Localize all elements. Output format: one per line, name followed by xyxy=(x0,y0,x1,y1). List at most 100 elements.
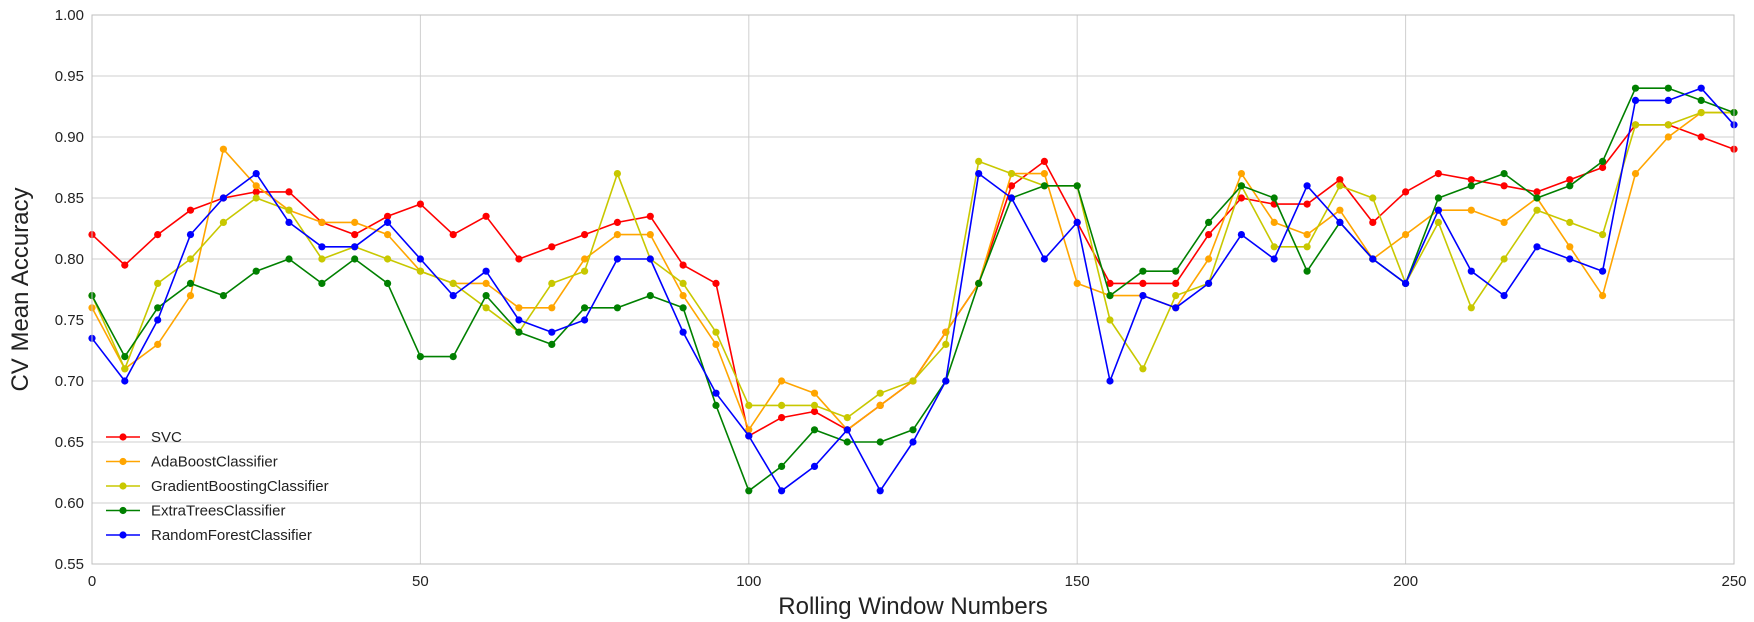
data-point xyxy=(876,487,884,495)
data-point xyxy=(1664,96,1672,104)
data-point xyxy=(1664,121,1672,129)
data-point xyxy=(252,267,260,275)
y-tick-label: 0.90 xyxy=(55,129,84,146)
x-tick-label: 150 xyxy=(1065,573,1090,590)
data-point xyxy=(1073,218,1081,226)
y-tick-label: 0.75 xyxy=(55,312,84,329)
data-point xyxy=(810,462,819,470)
data-point xyxy=(1467,206,1475,214)
x-tick-label: 100 xyxy=(736,573,761,590)
data-point xyxy=(1106,279,1114,287)
data-point xyxy=(1631,121,1640,129)
legend-entry: AdaBoostClassifier xyxy=(106,454,278,471)
data-point xyxy=(1697,84,1705,92)
data-point xyxy=(285,255,293,263)
data-point xyxy=(876,389,884,397)
data-point xyxy=(843,426,851,434)
data-point xyxy=(712,279,720,287)
data-point xyxy=(1205,231,1213,239)
data-point xyxy=(1467,304,1475,312)
data-point xyxy=(1599,292,1607,300)
data-point xyxy=(1073,182,1081,190)
data-point xyxy=(1500,182,1508,190)
y-tick-label: 0.80 xyxy=(55,251,84,268)
data-point xyxy=(252,194,260,202)
data-point xyxy=(1139,365,1147,373)
data-point xyxy=(351,243,359,251)
data-point xyxy=(1566,218,1574,226)
data-point xyxy=(515,328,523,336)
data-point xyxy=(712,389,720,397)
data-point xyxy=(548,304,556,312)
data-point xyxy=(1599,163,1607,172)
data-point xyxy=(1369,194,1377,202)
data-point xyxy=(515,255,523,263)
data-point xyxy=(810,389,819,397)
data-point xyxy=(975,279,983,287)
data-point xyxy=(712,340,720,348)
data-point xyxy=(1139,267,1147,275)
axes: 0.55 0.60 0.65 0.70 0.75 0.80 0.85 0.90 0.95 1.00… xyxy=(55,7,1747,590)
data-point xyxy=(646,231,654,239)
data-point xyxy=(449,292,457,300)
data-point xyxy=(646,255,654,263)
data-point xyxy=(778,401,786,409)
data-point xyxy=(1007,170,1016,178)
data-point xyxy=(1336,218,1344,226)
data-point xyxy=(1631,96,1640,104)
data-point xyxy=(416,353,424,361)
data-point xyxy=(121,261,129,269)
data-point xyxy=(1303,200,1311,208)
data-point xyxy=(679,328,687,336)
data-point xyxy=(1303,231,1311,239)
series-AdaBoostClassifier xyxy=(88,109,1738,434)
data-point xyxy=(1139,292,1147,300)
data-point xyxy=(1172,267,1180,275)
data-point xyxy=(1500,218,1508,226)
data-point xyxy=(1467,182,1475,190)
data-point xyxy=(1205,218,1213,226)
x-tick-label: 200 xyxy=(1393,573,1418,590)
data-point xyxy=(1139,279,1147,287)
data-point xyxy=(482,304,490,312)
series-RandomForestClassifier xyxy=(88,84,1738,495)
data-point xyxy=(1237,231,1245,239)
data-point xyxy=(1566,255,1574,263)
series-ExtraTreesClassifier xyxy=(88,84,1738,495)
data-point xyxy=(843,414,851,422)
data-point xyxy=(1106,377,1114,385)
data-point xyxy=(613,231,622,239)
data-point xyxy=(1172,304,1180,312)
x-tick-label: 0 xyxy=(88,573,96,590)
data-point xyxy=(679,279,687,287)
data-point xyxy=(1697,96,1705,104)
data-point xyxy=(1533,194,1541,202)
data-point xyxy=(1402,231,1410,239)
data-point xyxy=(1402,188,1410,196)
data-point xyxy=(219,292,227,300)
data-point xyxy=(942,377,950,385)
data-point xyxy=(1040,255,1048,263)
data-point xyxy=(449,353,457,361)
data-point xyxy=(1303,243,1311,251)
y-tick-label: 1.00 xyxy=(55,7,84,24)
data-point xyxy=(581,304,589,312)
data-point xyxy=(1599,231,1607,239)
data-point xyxy=(646,292,654,300)
y-tick-label: 0.70 xyxy=(55,373,84,390)
data-point xyxy=(1434,170,1442,178)
data-point xyxy=(810,401,819,409)
x-axis-label: Rolling Window Numbers xyxy=(778,593,1047,620)
data-point xyxy=(515,304,523,312)
data-point xyxy=(416,255,424,263)
data-point xyxy=(975,157,983,165)
data-point xyxy=(121,365,129,373)
series-GradientBoostingClassifier xyxy=(88,109,1738,422)
data-point xyxy=(1040,157,1048,165)
data-point xyxy=(285,206,293,214)
data-point xyxy=(1566,182,1574,190)
y-tick-label: 0.95 xyxy=(55,68,84,85)
legend-swatch-marker xyxy=(119,531,127,539)
